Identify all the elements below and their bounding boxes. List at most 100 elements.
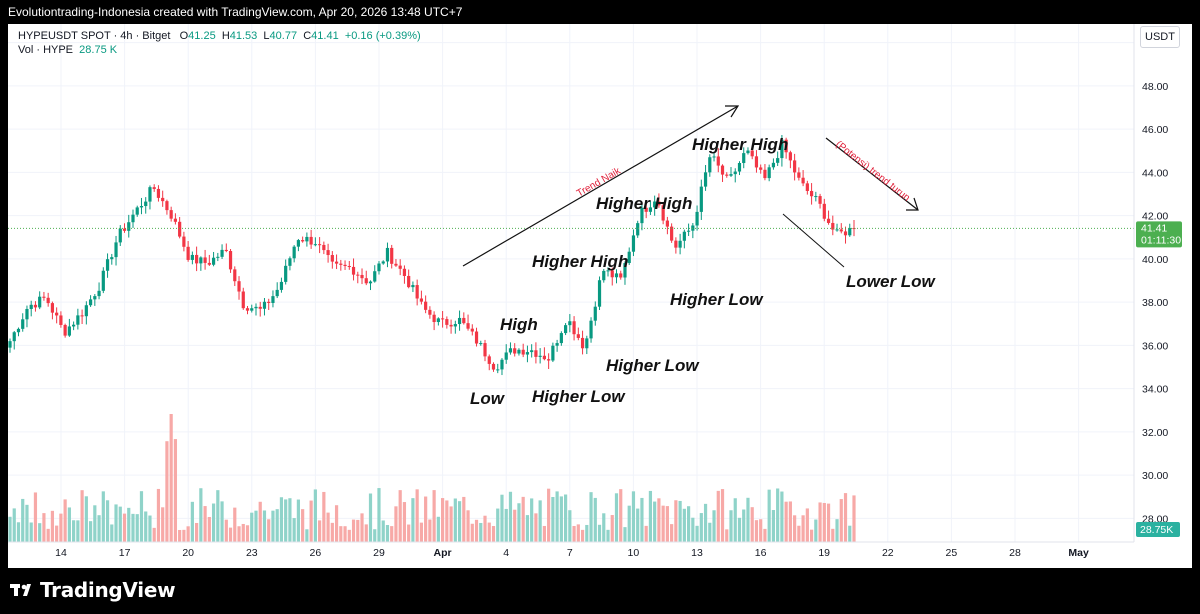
candle-body — [398, 265, 402, 269]
volume-bar — [313, 489, 317, 542]
volume-bar — [699, 513, 703, 542]
open-value: 41.25 — [188, 30, 216, 42]
chart-area[interactable]: 28.00 30.00 32.00 34.00 36.00 38.00 40.00 42.00… — [8, 24, 1192, 568]
volume-bar — [122, 513, 127, 542]
candle-body — [224, 249, 228, 252]
volume-bar — [42, 513, 46, 542]
candle-body — [708, 157, 712, 173]
candle-body — [131, 214, 135, 223]
candlestick-chart[interactable]: 28.0030.0032.0034.0036.0038.0040.0042.00… — [8, 24, 1192, 568]
candle-body — [614, 273, 619, 278]
volume-bar — [767, 489, 771, 542]
volume-bar — [602, 513, 606, 542]
volume-bar — [224, 519, 228, 542]
volume-bar — [373, 529, 377, 542]
volume-bar — [368, 493, 373, 542]
price-tick-label: 44.00 — [1142, 167, 1168, 179]
candle-body — [190, 254, 194, 260]
time-tick-label: 7 — [567, 547, 573, 559]
candle-body — [725, 174, 729, 176]
candle-body — [165, 201, 169, 211]
candle-body — [373, 271, 377, 282]
volume-bar — [377, 488, 381, 542]
candle-body — [712, 156, 716, 158]
volume-bar — [436, 516, 440, 542]
currency-button[interactable]: USDT — [1140, 26, 1180, 48]
volume-bar — [216, 490, 220, 542]
candle-body — [843, 231, 848, 236]
time-axis[interactable]: 14 17 20 23 26 29 Apr 4 7 10 13 16 19 22 25 28 May — [55, 547, 1089, 559]
volume-bar — [186, 526, 190, 542]
volume-bar — [250, 512, 254, 542]
volume-bar — [597, 524, 602, 542]
volume-bar — [538, 500, 542, 542]
volume-bar — [653, 501, 657, 542]
candle-body — [572, 321, 576, 335]
candle-body — [597, 280, 602, 307]
candle-body — [364, 278, 368, 284]
volume-bar — [547, 488, 551, 542]
volume-bar — [220, 501, 224, 542]
volume-bar — [746, 497, 750, 542]
volume-bar — [67, 507, 71, 542]
candle-body — [139, 206, 144, 208]
candle-body — [521, 349, 525, 355]
label-higher-high-2: Higher High — [596, 194, 693, 213]
candle-body — [742, 153, 746, 164]
candle-body — [330, 255, 334, 262]
price-tick-label: 30.00 — [1142, 470, 1168, 482]
volume-bar — [839, 499, 843, 542]
candle-body — [593, 306, 597, 321]
volume-bar — [814, 519, 818, 542]
volume-bar — [169, 414, 173, 542]
price-tick-label: 32.00 — [1142, 427, 1168, 439]
candle-body — [479, 343, 483, 345]
time-tick-label: 23 — [246, 547, 258, 559]
volume-bar — [708, 522, 712, 542]
candle-body — [385, 247, 390, 262]
candle-body — [339, 263, 343, 265]
candle-body — [195, 254, 199, 264]
candle-body — [551, 345, 555, 361]
candle-body — [411, 285, 415, 288]
volume-badge-value: 28.75K — [1140, 524, 1173, 536]
volume-bar — [462, 496, 466, 542]
volume-bar — [262, 510, 267, 542]
candle-body — [275, 289, 279, 297]
volume-bar — [93, 505, 97, 542]
volume-bar — [419, 522, 423, 542]
volume-bar — [398, 490, 402, 542]
volume-bar — [686, 506, 691, 542]
candle-body — [530, 350, 534, 353]
volume-bar — [682, 508, 686, 542]
candle-body — [271, 296, 275, 303]
volume-bar — [309, 500, 313, 542]
candle-body — [623, 263, 627, 278]
candle-body — [801, 177, 805, 184]
label-higher-low-1: Higher Low — [532, 387, 625, 406]
candle-body — [144, 201, 148, 207]
last-price-badge: 41.41 01:11:30 — [1136, 221, 1182, 248]
candle-body — [568, 321, 572, 326]
volume-bar — [88, 521, 93, 542]
candle-body — [59, 315, 63, 325]
volume-bar — [63, 499, 67, 542]
price-axis[interactable]: 28.0030.0032.0034.0036.0038.0040.0042.00… — [1142, 38, 1168, 526]
candle-body — [16, 328, 21, 333]
volume-bar — [360, 513, 364, 542]
volume-bar — [530, 498, 534, 542]
grid — [8, 24, 1134, 542]
candle-body — [169, 210, 173, 219]
volume-bar — [788, 501, 792, 542]
candle-body — [606, 270, 610, 272]
candle-body — [648, 207, 653, 212]
volume-bar — [453, 498, 457, 542]
price-tick-label: 34.00 — [1142, 384, 1168, 396]
tradingview-logo[interactable]: TradingView — [10, 578, 176, 602]
candle-body — [343, 264, 347, 267]
candle-body — [432, 314, 436, 323]
volume-bar — [50, 510, 55, 542]
volume-bar — [326, 512, 330, 542]
candle-body — [547, 359, 551, 361]
candle-body — [237, 281, 241, 292]
